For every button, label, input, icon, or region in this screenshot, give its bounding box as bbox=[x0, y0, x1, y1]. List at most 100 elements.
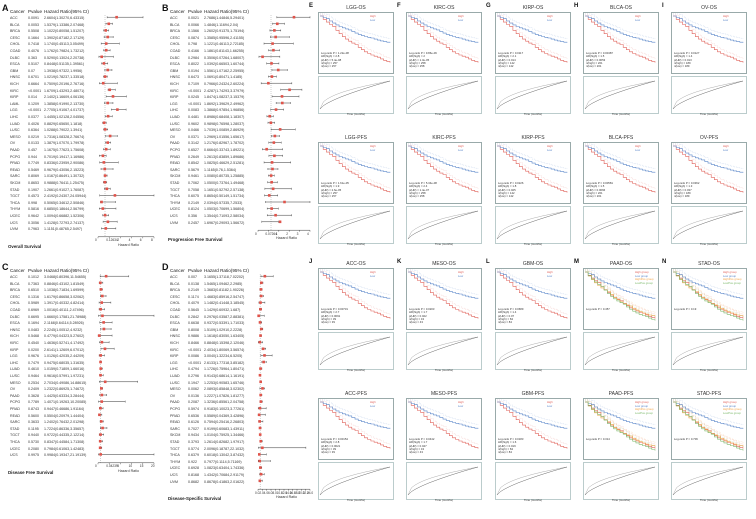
km-stat: Log-rank P = 9.86e-06 bbox=[409, 51, 437, 55]
panel-footer: Disease-Specific Survival bbox=[168, 496, 222, 502]
table-cell: 0.0371 bbox=[188, 134, 199, 139]
table-cell: MESO bbox=[10, 134, 21, 139]
table-cell: 1.0094(0.66882,1.52306) bbox=[44, 214, 85, 218]
table-cell: 0.1209 bbox=[28, 101, 39, 106]
table-cell: HNSC bbox=[170, 334, 181, 339]
km-curves bbox=[585, 269, 656, 321]
hr-point bbox=[278, 128, 282, 131]
km-subplot-curves bbox=[496, 466, 568, 496]
panel-label: M bbox=[574, 259, 579, 265]
km-stat: p(HR) = 5.4e-08 bbox=[321, 57, 342, 62]
ci-curve bbox=[408, 13, 479, 39]
legend-entry: Low group bbox=[635, 403, 649, 408]
ci-curve bbox=[497, 13, 568, 39]
hr-point bbox=[269, 174, 273, 177]
hr-point bbox=[259, 439, 263, 443]
table-cell: 0.8124 bbox=[188, 207, 199, 212]
hr-point bbox=[102, 321, 105, 324]
table-cell: 0.0021 bbox=[188, 16, 199, 20]
hr-point bbox=[99, 453, 102, 456]
ci-curve bbox=[320, 143, 391, 169]
table-cell: 1.3683(0.81182,1.90226) bbox=[204, 288, 245, 293]
table-cell: 0.5589(0.04369,3.42896) bbox=[204, 413, 245, 418]
survival-curve bbox=[673, 145, 744, 193]
panel-label: A bbox=[2, 3, 9, 13]
table-cell: CHOL bbox=[170, 301, 180, 306]
hr-point bbox=[115, 15, 118, 19]
subplot-curve bbox=[496, 466, 568, 496]
survival-curve bbox=[585, 15, 656, 63]
table-cell: 2.4192(0.24307,24.05944) bbox=[44, 194, 87, 199]
axis-label: Hazard Ratio bbox=[118, 242, 139, 247]
table-cell: 0.1664 bbox=[28, 35, 39, 40]
hr-point bbox=[101, 207, 105, 210]
km-title: LGG-PFS bbox=[345, 135, 367, 141]
table-cell: LGG bbox=[10, 354, 18, 359]
hr-point bbox=[259, 307, 262, 311]
km-curves bbox=[320, 269, 391, 319]
hr-point bbox=[106, 68, 110, 72]
table-cell: 0.8448(0.51135,1.39561) bbox=[44, 62, 85, 67]
table-cell: 1.3858(0.91990,2.13730) bbox=[44, 101, 85, 106]
table-cell: 0.4794 bbox=[188, 367, 199, 372]
table-cell: 0.9143(0.68614,1.16191) bbox=[204, 374, 245, 378]
km-stat: p(HR) = 0.0066 bbox=[586, 187, 606, 192]
km-xlabel: Time (months) bbox=[347, 242, 365, 246]
subplot-curve bbox=[319, 80, 391, 110]
tick-label: 12.0 bbox=[281, 490, 288, 495]
table-cell: SARC bbox=[170, 426, 180, 431]
table-cell: CESC bbox=[10, 35, 20, 40]
survival-curve bbox=[585, 271, 656, 299]
table-cell: KIRC bbox=[10, 88, 19, 93]
table-cell: 1.1482(0.41448,3.18545) bbox=[204, 301, 245, 306]
ci-curve bbox=[320, 399, 391, 425]
hr-point bbox=[104, 274, 108, 278]
table-cell: KIRP bbox=[170, 95, 179, 100]
tick-label: 18.0 bbox=[294, 490, 301, 495]
km-stat: Log-rank P = 1.22e-08 bbox=[321, 51, 349, 55]
tick-label: 8.0 bbox=[272, 490, 277, 495]
survival-curve bbox=[320, 15, 391, 63]
table-cell: 0.6638 bbox=[188, 321, 199, 326]
km-frame bbox=[318, 268, 394, 330]
hr-point bbox=[268, 114, 271, 118]
table-cell: THYM bbox=[170, 200, 181, 205]
ci-curve bbox=[320, 13, 391, 59]
km-xlabel: Time (months) bbox=[612, 242, 630, 246]
table-cell: 0.9475(0.68035,1.31635) bbox=[44, 360, 85, 365]
table-cell: 0.2409 bbox=[28, 387, 39, 392]
column-header: Cancer bbox=[170, 9, 185, 14]
table-cell: ACC bbox=[10, 275, 18, 279]
table-cell: LIHC bbox=[170, 108, 179, 113]
table-cell: 1.4128(0.72793,2.74137) bbox=[44, 220, 85, 225]
km-curves bbox=[673, 143, 744, 193]
km-stat: HR(high) = 2.8 bbox=[321, 54, 340, 59]
ci-curve bbox=[408, 143, 479, 169]
hr-point bbox=[258, 459, 262, 463]
tick-label: 15 bbox=[139, 464, 144, 469]
table-cell: 0.5974 bbox=[188, 407, 199, 411]
table-cell: LIHC bbox=[10, 115, 19, 119]
hr-point bbox=[101, 294, 104, 298]
table-cell: TGCT bbox=[170, 187, 180, 192]
table-cell: 3.0468(0.80396,11.54655) bbox=[44, 275, 87, 279]
km-stat: p(HR) = 0.019 bbox=[498, 443, 516, 448]
ci-curve bbox=[497, 399, 568, 425]
table-cell: 1.2176(0.82967,1.78702) bbox=[204, 141, 245, 146]
table-cell: 0.2842 bbox=[188, 314, 199, 319]
legend-entry: High bbox=[547, 144, 553, 148]
table-cell: 1.1726(0.75964,1.80471) bbox=[204, 367, 245, 372]
table-cell: 1.2227(1.07826,1.81277) bbox=[204, 393, 245, 398]
table-cell: 1.0159(0.71809,1.66016) bbox=[44, 367, 85, 372]
table-cell: 1.2613(0.83859,1.89686) bbox=[204, 154, 245, 159]
km-stat: n(high) = 142 bbox=[498, 190, 515, 195]
hr-point bbox=[101, 426, 104, 430]
table-cell: 0.8336(0.23959,2.90086) bbox=[44, 161, 85, 166]
ci-curve bbox=[497, 399, 568, 445]
km-frame bbox=[318, 398, 394, 460]
survival-curve bbox=[320, 271, 391, 319]
ci-curve bbox=[673, 13, 744, 59]
km-stat: HR(high) = 2.1 bbox=[498, 54, 517, 59]
column-header: Cancer bbox=[10, 268, 25, 273]
km-subplot-curves bbox=[496, 210, 568, 240]
